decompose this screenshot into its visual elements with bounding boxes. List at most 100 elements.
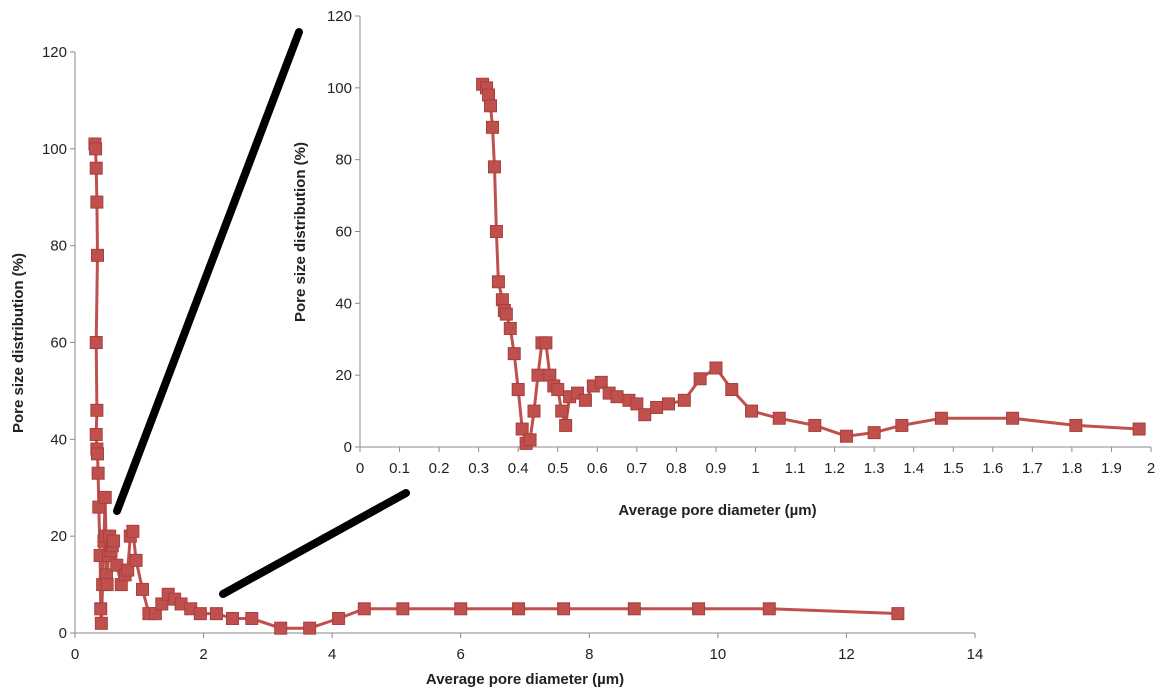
inset-data-point: [503, 321, 517, 335]
main-x-tick-label: 6: [457, 646, 465, 663]
main-y-tick-label: 100: [42, 141, 67, 158]
inset-x-tick-label: 0.7: [626, 460, 647, 477]
inset-data-point: [650, 400, 664, 414]
main-x-tick-label: 2: [199, 646, 207, 663]
inset-x-axis-title: Average pore diameter (µm): [618, 502, 816, 519]
inset-data-point: [808, 418, 822, 432]
main-y-axis-title: Pore size distribution (%): [10, 253, 27, 433]
main-data-point: [891, 607, 905, 621]
inset-data-point: [487, 160, 501, 174]
main-data-point: [100, 578, 114, 592]
inset-x-tick-label: 1: [751, 460, 759, 477]
inset-data-point: [543, 368, 557, 382]
main-data-point: [90, 195, 104, 209]
zoom-connector-line: [113, 28, 303, 515]
main-data-point: [89, 161, 103, 175]
main-data-point: [129, 553, 143, 567]
inset-data-point: [555, 404, 569, 418]
main-data-point: [89, 336, 103, 349]
main-x-tick-label: 14: [967, 646, 984, 663]
inset-data-point: [772, 411, 786, 425]
inset-y-axis-title: Pore size distribution (%): [292, 142, 309, 322]
main-data-point: [91, 466, 105, 480]
main-data-point: [90, 403, 104, 417]
inset-x-tick-label: 0.3: [468, 460, 489, 477]
inset-data-point: [539, 336, 553, 350]
inset-x-tick-label: 1.7: [1022, 460, 1043, 477]
main-data-point: [226, 611, 239, 625]
inset-data-point: [745, 404, 759, 418]
inset-data-point: [1069, 418, 1083, 432]
inset-data-point: [484, 99, 498, 113]
main-data-point: [332, 611, 346, 625]
main-data-point: [94, 616, 108, 630]
inset-y-tick-label: 120: [327, 8, 352, 25]
main-data-point: [357, 602, 371, 616]
inset-data-point: [511, 383, 525, 397]
main-y-tick-label: 20: [50, 528, 67, 545]
inset-data-point: [531, 368, 545, 382]
inset-data-point: [867, 426, 881, 440]
inset-data-point: [709, 361, 723, 375]
main-data-point: [245, 611, 259, 625]
inset-y-tick-label: 80: [335, 152, 352, 169]
inset-data-point: [515, 422, 529, 436]
inset-x-tick-label: 0: [356, 460, 364, 477]
zoom-connector-line: [219, 489, 410, 598]
inset-data-point: [578, 393, 592, 407]
main-x-axis-title: Average pore diameter (µm): [426, 671, 624, 688]
inset-x-tick-label: 0.2: [429, 460, 450, 477]
main-data-point: [107, 534, 121, 548]
main-data-point: [762, 602, 776, 616]
inset-x-tick-label: 1.9: [1101, 460, 1122, 477]
main-y-tick-label: 40: [50, 431, 67, 448]
inset-data-point: [839, 429, 853, 443]
main-data-point: [692, 602, 706, 616]
inset-data-point: [1006, 411, 1020, 425]
main-data-point: [193, 607, 207, 621]
inset-y-tick-label: 100: [327, 80, 352, 97]
inset-data-point: [489, 225, 503, 238]
inset-data-point: [661, 397, 675, 411]
inset-data-point: [1132, 422, 1146, 436]
inset-data-point: [527, 404, 541, 418]
inset-x-tick-label: 1.8: [1061, 460, 1082, 477]
inset-x-tick-label: 2: [1147, 460, 1155, 477]
main-data-point: [89, 142, 103, 156]
main-data-point: [136, 582, 149, 596]
inset-data-point: [630, 397, 644, 411]
inset-y-tick-label: 40: [335, 295, 352, 312]
inset-x-tick-label: 1.6: [982, 460, 1003, 477]
inset-x-tick-label: 1.5: [943, 460, 964, 477]
main-x-tick-label: 4: [328, 646, 336, 663]
inset-data-point: [934, 411, 948, 425]
main-data-point: [94, 602, 108, 616]
inset-data-point: [507, 347, 521, 361]
main-data-point: [98, 490, 112, 504]
main-x-tick-label: 10: [710, 646, 727, 663]
inset-x-tick-label: 0.4: [508, 460, 529, 477]
main-data-point: [89, 427, 103, 441]
main-data-point: [209, 607, 223, 621]
inset-x-tick-label: 1.1: [785, 460, 806, 477]
main-data-point: [557, 602, 571, 616]
inset-data-point: [523, 433, 537, 447]
inset-data-point: [485, 120, 499, 134]
inset-x-tick-label: 1.3: [864, 460, 885, 477]
main-data-point: [121, 563, 135, 577]
inset-x-tick-label: 0.8: [666, 460, 687, 477]
inset-data-point: [551, 383, 565, 397]
inset-x-tick-label: 1.2: [824, 460, 845, 477]
main-data-point: [126, 524, 140, 538]
inset-data-point: [638, 408, 652, 422]
inset-data-point: [482, 88, 496, 102]
inset-data-point: [895, 418, 909, 432]
inset-x-tick-label: 0.5: [547, 460, 568, 477]
inset-x-tick-label: 0.1: [389, 460, 410, 477]
main-data-point: [512, 602, 526, 616]
inset-data-point: [499, 307, 513, 321]
main-x-tick-label: 8: [585, 646, 593, 663]
inset-x-tick-label: 0.9: [706, 460, 727, 477]
